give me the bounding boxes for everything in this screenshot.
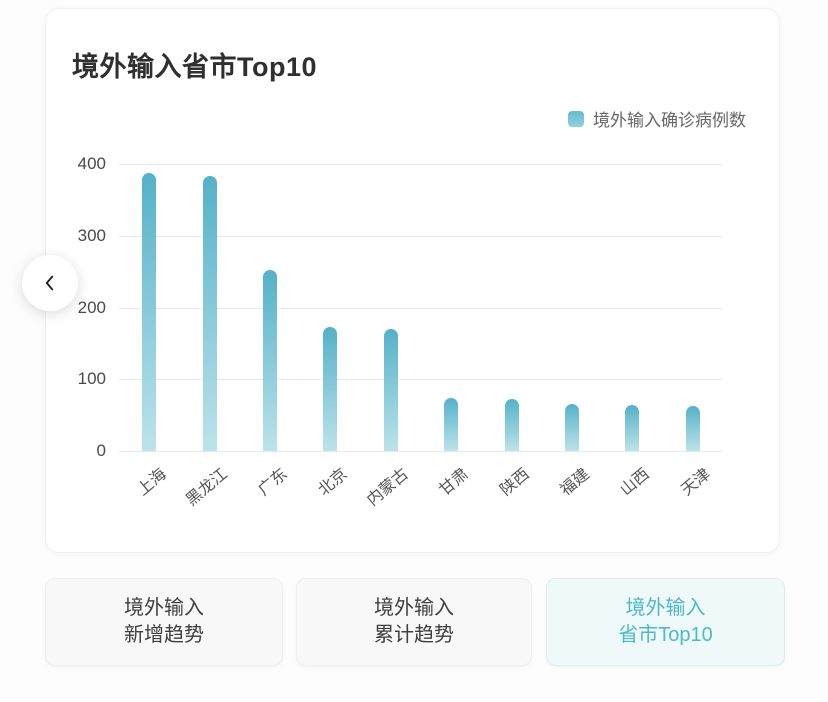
bar-黑龙江 (202, 176, 217, 451)
chart-tab-bar: 境外输入 新增趋势 境外输入 累计趋势 境外输入 省市Top10 (0, 578, 828, 666)
bar-广东 (263, 270, 277, 451)
x-axis-category-label: 内蒙古 (363, 465, 412, 510)
y-axis-tick-label: 0 (96, 441, 106, 460)
x-axis-category-label: 天津 (678, 465, 714, 500)
bar-陕西 (504, 399, 519, 451)
grid-line (119, 235, 723, 237)
x-axis-category-label: 北京 (315, 465, 352, 500)
tab-imported-new-trend[interactable]: 境外输入 新增趋势 (45, 578, 283, 666)
x-axis-category-label: 黑龙江 (182, 465, 231, 510)
x-axis-category-label: 福建 (557, 465, 593, 500)
tab-imported-cumulative-trend[interactable]: 境外输入 累计趋势 (296, 578, 532, 666)
y-axis-tick-label: 200 (77, 297, 106, 317)
tab-imported-province-top10[interactable]: 境外输入 省市Top10 (546, 578, 785, 666)
grid-line (119, 379, 723, 381)
chart-title: 境外输入省市Top10 (72, 52, 318, 82)
bar-甘肃 (444, 397, 459, 451)
x-axis-category-label: 广东 (255, 465, 291, 500)
grid-line (119, 451, 723, 452)
grid-line (119, 164, 723, 165)
tab-label-line: 省市Top10 (618, 624, 713, 646)
bar-chart-plot-area: 0 100 200 300 400 上海 黑龙江 广东 北京 内蒙古 甘肃 陕西 福建 山西 天津 (78, 154, 723, 509)
tab-label-line: 累计趋势 (374, 624, 454, 646)
bar-山西 (625, 405, 640, 451)
legend-label: 境外输入确诊病例数 (593, 111, 746, 130)
y-axis-tick-label: 100 (77, 369, 106, 389)
chart-card: 境外输入省市Top10 境外输入确诊病例数 0 100 200 300 400 上海 黑龙江… (45, 8, 780, 553)
bar-上海 (142, 172, 157, 451)
bar-福建 (565, 404, 579, 451)
tab-label-line: 境外输入 (625, 597, 706, 619)
tab-label-line: 新增趋势 (124, 624, 204, 646)
legend-swatch-icon (568, 110, 584, 127)
previous-chart-button[interactable] (22, 255, 78, 311)
x-axis-category-label: 甘肃 (436, 465, 472, 500)
bar-天津 (685, 405, 700, 451)
tab-label-line: 境外输入 (374, 597, 454, 619)
chevron-left-icon (39, 272, 61, 294)
bar-内蒙古 (383, 329, 398, 451)
y-axis-tick-label: 400 (77, 154, 106, 173)
grid-line (119, 307, 723, 309)
bar-北京 (323, 326, 338, 451)
y-axis-tick-label: 300 (77, 225, 106, 245)
tab-label-line: 境外输入 (124, 597, 204, 619)
legend-item[interactable]: 境外输入确诊病例数 (568, 106, 746, 131)
x-axis-category-label: 上海 (134, 465, 170, 500)
x-axis-category-label: 山西 (617, 465, 654, 500)
x-axis-category-label: 陕西 (496, 465, 533, 500)
